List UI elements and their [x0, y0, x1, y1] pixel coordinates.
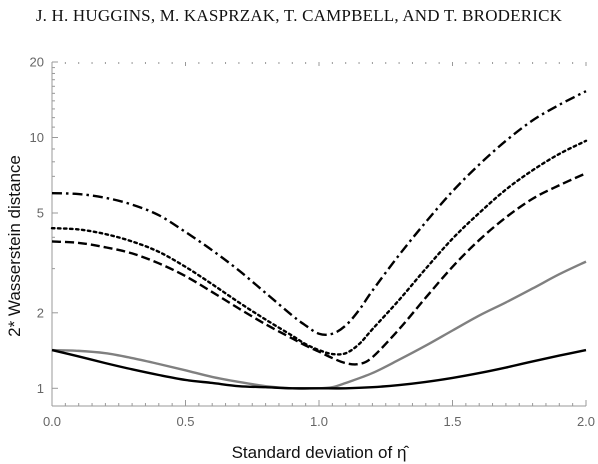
series-line-solid-4 — [51, 348, 587, 390]
x-axis-title: Standard deviation of η̂ — [232, 443, 410, 462]
page-header: J. H. HUGGINS, M. KASPRZAK, T. CAMPBELL,… — [35, 6, 563, 25]
y-tick-label: 2 — [37, 305, 44, 320]
y-tick-label: 10 — [30, 130, 44, 145]
y-axis-ticks: 1 2 5 10 20 — [30, 55, 58, 396]
x-axis-ticks: 0.0 0.5 1.0 1.5 2.0 — [43, 62, 595, 429]
series-group — [50, 90, 588, 390]
series-line-dashed-2 — [51, 172, 587, 366]
y-axis-title: 2* Wasserstein distance — [5, 155, 24, 337]
series-line-dotted-1 — [50, 139, 588, 356]
x-tick-label: 0.5 — [176, 414, 194, 429]
y-tick-label: 5 — [37, 205, 44, 220]
x-tick-label: 0.0 — [43, 414, 61, 429]
x-tick-label: 2.0 — [577, 414, 595, 429]
y-tick-label: 1 — [37, 381, 44, 396]
x-tick-label: 1.5 — [443, 414, 461, 429]
x-tick-label: 1.0 — [310, 414, 328, 429]
plot-frame — [51, 62, 586, 407]
y-tick-label: 20 — [30, 55, 44, 70]
series-line-dashdot-0 — [51, 90, 587, 336]
